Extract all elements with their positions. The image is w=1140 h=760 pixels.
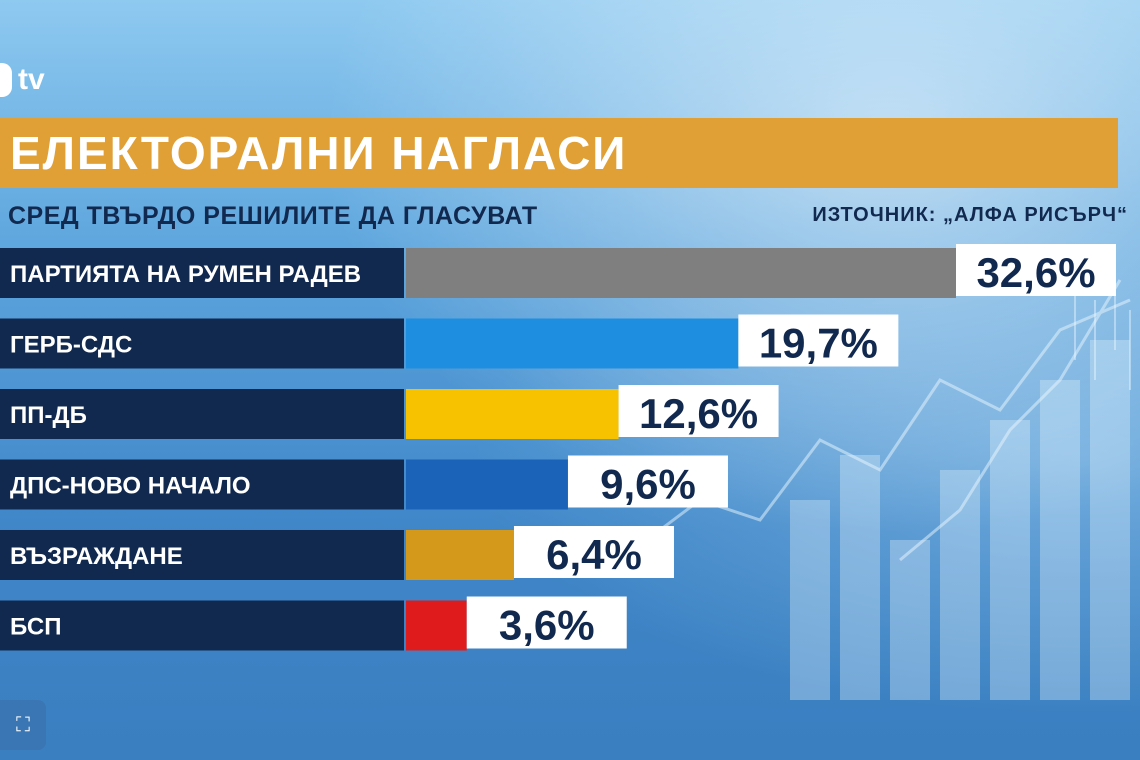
fullscreen-icon: ⛶	[16, 713, 30, 736]
bar	[406, 318, 739, 369]
value-label: 9,6%	[600, 461, 696, 508]
logo-text: tv	[18, 63, 45, 96]
category-label-box	[0, 318, 404, 369]
value-label: 19,7%	[759, 320, 878, 367]
category-label: БСП	[10, 614, 62, 641]
category-label: ДПС-НОВО НАЧАЛО	[10, 473, 251, 500]
category-label: ПАРТИЯТА НА РУМЕН РАДЕВ	[10, 261, 361, 288]
value-label: 32,6%	[976, 249, 1095, 296]
value-label: 6,4%	[546, 531, 642, 578]
bar	[406, 248, 956, 298]
category-label: ПП-ДБ	[10, 402, 87, 429]
bar	[406, 530, 514, 580]
logo-mark-icon	[0, 63, 12, 97]
bar	[406, 459, 568, 510]
value-label-box	[513, 526, 674, 578]
bar-row: ГЕРБ-СДС 19,7%	[0, 314, 899, 369]
subtitle: СРЕД ТВЪРДО РЕШИЛИТЕ ДА ГЛАСУВАТ	[8, 202, 538, 230]
bar-row: ПП-ДБ 12,6%	[0, 385, 779, 439]
category-label-box	[0, 248, 404, 298]
value-label: 3,6%	[499, 602, 595, 649]
bar	[406, 600, 467, 651]
bar-row: ВЪЗРАЖДАНЕ 6,4%	[0, 526, 674, 580]
channel-logo: tv	[0, 62, 45, 98]
value-label-box	[567, 455, 728, 508]
value-label-box	[956, 244, 1116, 296]
category-label-box	[0, 459, 404, 510]
source-label: ИЗТОЧНИК: „АЛФА РИСЪРЧ“	[812, 204, 1128, 226]
fullscreen-button[interactable]: ⛶	[0, 700, 46, 750]
bar-row: ПАРТИЯТА НА РУМЕН РАДЕВ 32,6%	[0, 244, 1116, 298]
bar	[406, 389, 619, 439]
category-label: ГЕРБ-СДС	[10, 332, 132, 359]
category-label-box	[0, 600, 404, 651]
value-label-box	[466, 596, 627, 649]
value-label-box	[738, 314, 899, 367]
category-label-box	[0, 389, 404, 439]
value-label-box	[618, 385, 779, 437]
value-label: 12,6%	[639, 390, 758, 437]
page-title: ЕЛЕКТОРАЛНИ НАГЛАСИ	[10, 127, 628, 179]
title-bar: ЕЛЕКТОРАЛНИ НАГЛАСИ	[0, 118, 1118, 188]
category-label-box	[0, 530, 404, 580]
bar-row: ДПС-НОВО НАЧАЛО 9,6%	[0, 455, 728, 510]
category-label: ВЪЗРАЖДАНЕ	[10, 543, 183, 570]
bar-row: БСП 3,6%	[0, 596, 627, 651]
